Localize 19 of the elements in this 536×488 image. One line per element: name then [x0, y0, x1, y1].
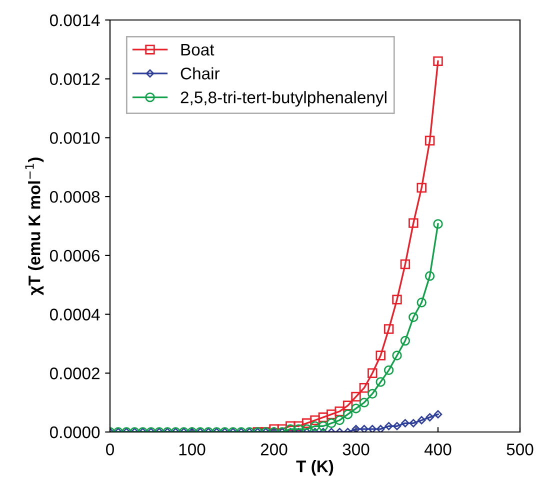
x-tick-label: 400: [424, 444, 452, 456]
x-axis-title: T (K): [296, 460, 334, 476]
y-tick-label: 0.0008: [50, 190, 100, 203]
x-tick-label: 200: [260, 444, 288, 456]
x-tick-label: 0: [106, 444, 114, 456]
x-tick-label: 300: [342, 444, 370, 456]
legend-label: 2,5,8-tri-tert-butylphenalenyl: [180, 91, 386, 107]
y-tick-label: 0.0004: [50, 308, 100, 320]
y-axis-title: χT (emu K mol$^{−1}$): [25, 158, 44, 296]
y-tick-label: 0.0014: [50, 14, 100, 26]
y-tick-label: 0.0012: [50, 73, 100, 86]
x-tick-label: 100: [179, 444, 206, 456]
y-tick-label: 0.0002: [50, 368, 100, 380]
x-tick-label: 500: [506, 444, 534, 456]
legend-label: Boat: [181, 44, 214, 56]
y-tick-label: 0.0000: [50, 426, 100, 438]
y-tick-label: 0.0006: [50, 250, 100, 262]
legend-label: Chair: [180, 67, 220, 80]
y-tick-label: 0.0010: [50, 132, 100, 144]
